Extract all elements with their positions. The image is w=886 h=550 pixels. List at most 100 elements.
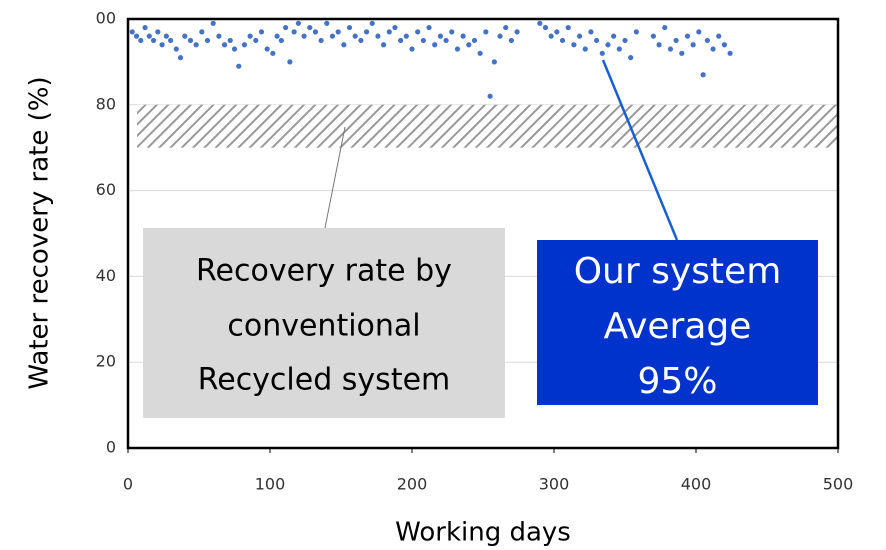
point: [605, 42, 611, 48]
point: [673, 37, 679, 44]
point: [700, 72, 706, 78]
point: [283, 24, 289, 31]
point: [363, 29, 370, 35]
x-tick-label: 500: [823, 475, 854, 494]
point: [690, 42, 696, 48]
reference-band: [137, 104, 838, 148]
point: [381, 42, 387, 48]
point: [159, 42, 165, 48]
y-tick-label: 40: [96, 266, 116, 285]
point: [221, 42, 228, 48]
point: [352, 33, 358, 39]
point: [270, 50, 276, 56]
point: [514, 29, 520, 35]
y-tick-label: 00: [96, 9, 116, 28]
point: [628, 55, 634, 61]
point: [704, 37, 710, 44]
point: [727, 50, 733, 56]
point: [710, 46, 716, 52]
point: [443, 37, 449, 44]
point: [216, 33, 222, 39]
leader-line: [601, 59, 679, 241]
point: [287, 59, 293, 65]
point: [483, 29, 489, 35]
point: [449, 29, 455, 35]
point: [301, 33, 307, 39]
y-tick-label: 0: [106, 438, 116, 457]
point: [247, 33, 253, 39]
point: [716, 33, 722, 39]
point: [386, 29, 392, 35]
y-tick-label: 20: [96, 352, 116, 371]
point: [199, 29, 205, 35]
annotation-text: Recycled system: [198, 363, 451, 398]
point: [163, 33, 169, 39]
point: [274, 33, 280, 39]
point: [129, 29, 135, 35]
point: [611, 33, 617, 39]
point: [312, 29, 319, 35]
point: [432, 42, 438, 48]
point: [324, 20, 330, 26]
point: [616, 46, 622, 52]
point: [182, 33, 188, 39]
point: [264, 46, 270, 52]
point: [684, 33, 691, 39]
point: [173, 46, 179, 52]
point: [650, 33, 657, 39]
annotation-text: 95%: [637, 361, 717, 402]
point: [656, 42, 662, 48]
point: [210, 20, 216, 26]
annotation-box: [143, 228, 505, 418]
point: [571, 42, 577, 48]
y-axis-label: Water recovery rate (%): [25, 76, 55, 389]
point: [437, 33, 443, 39]
point: [133, 33, 140, 39]
point: [335, 29, 341, 35]
point: [409, 46, 415, 52]
point: [193, 42, 199, 48]
point: [633, 29, 639, 35]
point: [696, 29, 702, 35]
annotation-box: [537, 240, 818, 405]
annotation-text: Average: [604, 306, 752, 347]
point: [471, 37, 478, 44]
y-tick-label: 80: [96, 94, 116, 113]
point: [491, 59, 497, 65]
annotation-text: Our system: [574, 251, 782, 292]
point: [559, 37, 566, 44]
x-axis-label: Working days: [395, 518, 571, 548]
point: [329, 33, 336, 39]
point: [346, 24, 353, 31]
point: [667, 46, 674, 52]
point: [588, 29, 594, 35]
point: [662, 24, 668, 31]
point: [460, 33, 466, 39]
point: [487, 93, 493, 99]
point: [307, 24, 313, 31]
point: [187, 37, 194, 44]
point: [582, 46, 588, 52]
point: [142, 24, 148, 31]
point: [403, 33, 409, 39]
point: [721, 42, 728, 48]
point: [415, 29, 421, 35]
point: [679, 50, 685, 56]
annotation-text: conventional: [227, 309, 420, 344]
x-tick-label: 400: [681, 475, 712, 494]
point: [358, 37, 364, 44]
point: [398, 37, 404, 44]
point: [241, 42, 248, 48]
point: [565, 24, 571, 31]
x-tick-label: 0: [123, 475, 133, 494]
point: [548, 33, 554, 39]
point: [537, 20, 543, 26]
point: [508, 37, 514, 44]
point: [341, 42, 347, 48]
point: [155, 29, 161, 35]
point: [369, 20, 375, 26]
point: [204, 37, 211, 44]
point: [291, 29, 297, 35]
point: [477, 50, 483, 56]
point: [392, 24, 398, 31]
